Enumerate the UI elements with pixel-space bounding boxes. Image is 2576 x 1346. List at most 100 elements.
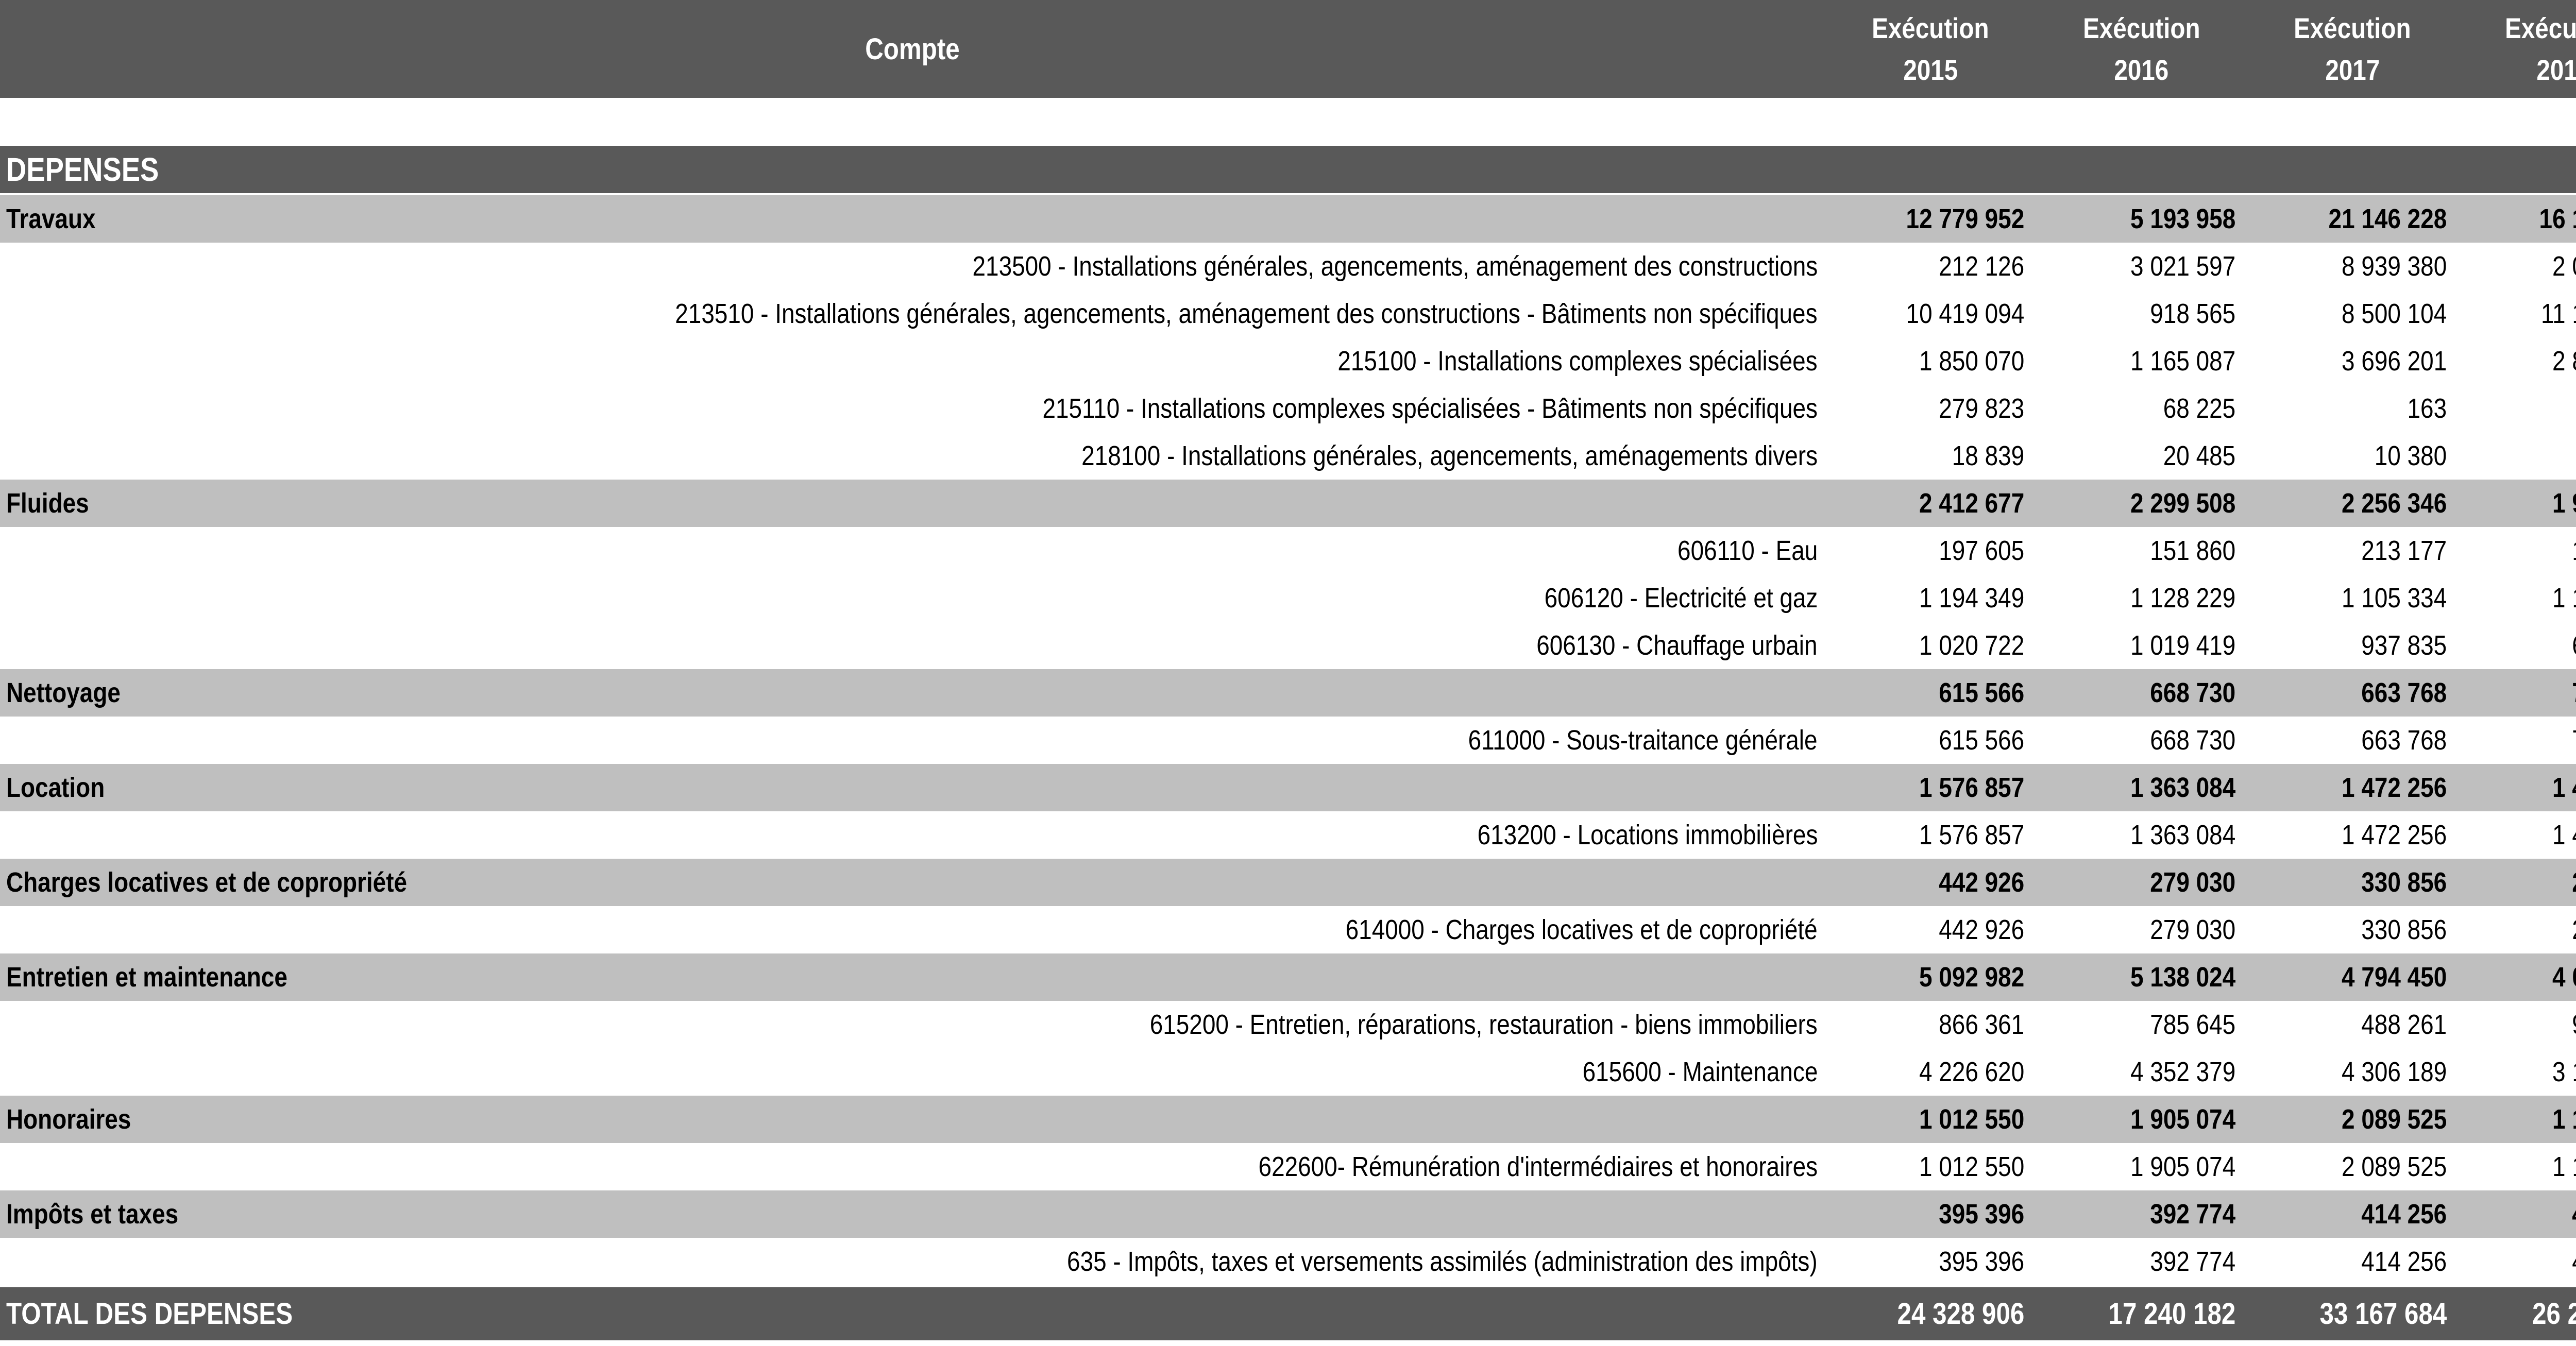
row-label-cell: 213510 - Installations générales, agence… (0, 290, 1825, 337)
row-label-cell: Impôts et taxes (0, 1190, 1825, 1238)
value-text: 395 396 (1939, 1199, 2025, 1230)
value-text: 24 328 906 (1897, 1297, 2025, 1331)
column-header-title: Exécution (2505, 12, 2576, 44)
value-cell: 16 131 477 (2458, 195, 2576, 243)
row-label: 218100 - Installations générales, agence… (1081, 440, 1818, 471)
value-cell: 1 019 419 (2036, 622, 2247, 669)
value-cell: 737 322 (2458, 669, 2576, 717)
value-text: 18 839 (1952, 440, 2025, 471)
value-text: 866 361 (1939, 1009, 2025, 1040)
value-cell: 392 774 (2036, 1238, 2247, 1285)
row-label-cell: 606120 - Electricité et gaz (0, 574, 1825, 622)
value-cell: 1 472 256 (2247, 764, 2458, 811)
value-text: 442 926 (1939, 914, 2025, 945)
column-header-execution-2017: Exécution 2017 (2247, 0, 2458, 98)
value-cell: 8 939 380 (2247, 243, 2458, 290)
value-text: 8 500 104 (2341, 298, 2447, 329)
value-text: 10 419 094 (1906, 298, 2025, 329)
column-header-year: 2015 (1903, 54, 1958, 86)
value-text: 330 856 (2361, 867, 2447, 898)
value-cell: 1 012 550 (1825, 1096, 2036, 1143)
value-cell: 163 (2247, 385, 2458, 432)
value-cell: 3 696 201 (2247, 337, 2458, 385)
column-header-execution-2015: Exécution 2015 (1825, 0, 2036, 98)
value-text: 414 256 (2361, 1199, 2447, 1230)
detail-row: 615200 - Entretien, réparations, restaur… (0, 1001, 2576, 1048)
category-row: Fluides 2 412 677 2 299 508 2 256 346 1 946 … (0, 480, 2576, 527)
row-label-cell: 606130 - Chauffage urbain (0, 622, 1825, 669)
column-header-year: 2016 (2114, 54, 2169, 86)
value-cell: 1 159 373 (2458, 1143, 2576, 1190)
value-text: 1 012 550 (1919, 1151, 2025, 1182)
row-label: 613200 - Locations immobilières (1477, 820, 1818, 850)
row-label: Travaux (6, 203, 96, 234)
value-cell: 1 576 857 (1825, 811, 2036, 859)
value-text: 1 012 550 (1919, 1104, 2025, 1135)
value-cell: 5 092 982 (1825, 953, 2036, 1001)
value-text: 4 043 427 (2552, 962, 2576, 993)
value-text: 1 157 562 (2552, 583, 2576, 614)
value-text: 442 926 (1939, 867, 2025, 898)
value-text: 1 363 084 (2130, 820, 2236, 850)
value-cell: 1 105 334 (2247, 574, 2458, 622)
value-cell: 1 194 349 (1825, 574, 2036, 622)
detail-row: 215100 - Installations complexes spécial… (0, 337, 2576, 385)
row-label: DEPENSES (6, 151, 159, 188)
value-text: 4 352 379 (2130, 1057, 2236, 1087)
value-cell: 1 576 857 (1825, 764, 2036, 811)
value-cell: 442 926 (1825, 906, 2036, 953)
value-cell: 330 856 (2247, 859, 2458, 906)
row-label: Nettoyage (6, 677, 121, 708)
row-label-cell: Charges locatives et de copropriété (0, 859, 1825, 906)
value-cell: 1 497 789 (2458, 811, 2576, 859)
value-cell: 392 774 (2036, 1190, 2247, 1238)
value-text: 663 768 (2361, 725, 2447, 756)
value-text: 330 856 (2361, 914, 2447, 945)
row-label: 635 - Impôts, taxes et versements assimi… (1067, 1246, 1818, 1277)
row-label-cell: DEPENSES (0, 146, 1825, 193)
value-cell: 615 566 (1825, 717, 2036, 764)
row-label-cell: 615200 - Entretien, réparations, restaur… (0, 1001, 1825, 1048)
value-text: 615 566 (1939, 677, 2025, 708)
column-header-title: Exécution (1872, 12, 1989, 44)
value-text: 918 565 (2150, 298, 2236, 329)
value-text: 10 380 (2374, 440, 2447, 471)
value-text: 279 030 (2150, 914, 2236, 945)
row-label-cell: Entretien et maintenance (0, 953, 1825, 1001)
row-label: 615200 - Entretien, réparations, restaur… (1149, 1009, 1818, 1040)
value-cell: 921 015 (2458, 1001, 2576, 1048)
value-text: 1 905 074 (2130, 1104, 2236, 1135)
row-label: 215110 - Installations complexes spécial… (1042, 393, 1818, 424)
row-label-cell: 635 - Impôts, taxes et versements assimi… (0, 1238, 1825, 1285)
value-text: 1 159 373 (2552, 1104, 2576, 1135)
value-cell: 0 (2458, 432, 2576, 480)
value-cell: 433 709 (2458, 1190, 2576, 1238)
row-label-cell: 614000 - Charges locatives et de copropr… (0, 906, 1825, 953)
value-cell: 785 645 (2036, 1001, 2247, 1048)
row-label-cell: 215100 - Installations complexes spécial… (0, 337, 1825, 385)
value-cell: 1 497 789 (2458, 764, 2576, 811)
value-cell: 279 030 (2036, 859, 2247, 906)
value-text: 12 779 952 (1906, 203, 2025, 234)
value-cell: 414 256 (2247, 1238, 2458, 1285)
detail-row: 218100 - Installations générales, agence… (0, 432, 2576, 480)
value-text: 392 774 (2150, 1199, 2236, 1230)
value-text: 1 159 373 (2552, 1151, 2576, 1182)
category-row: Location 1 576 857 1 363 084 1 472 256 1 497… (0, 764, 2576, 811)
value-text: 5 092 982 (1919, 962, 2025, 993)
row-label: Fluides (6, 488, 89, 519)
value-text: 1 850 070 (1919, 346, 2025, 377)
detail-row: 213510 - Installations générales, agence… (0, 290, 2576, 337)
column-header-title: Exécution (2082, 12, 2200, 44)
value-text: 433 709 (2572, 1246, 2576, 1277)
header-gap (0, 98, 2576, 146)
value-text: 1 576 857 (1919, 772, 2025, 803)
value-text: 2 097 802 (2552, 251, 2576, 282)
value-text: 16 131 477 (2539, 203, 2576, 234)
value-text: 414 256 (2361, 1246, 2447, 1277)
value-text: 1 020 722 (1919, 630, 2025, 661)
row-label-cell: TOTAL DES DEPENSES (0, 1287, 1825, 1340)
value-text: 785 645 (2150, 1009, 2236, 1040)
row-label: 622600- Rémunération d'intermédiaires et… (1258, 1151, 1818, 1182)
value-text: 2 089 525 (2341, 1151, 2447, 1182)
